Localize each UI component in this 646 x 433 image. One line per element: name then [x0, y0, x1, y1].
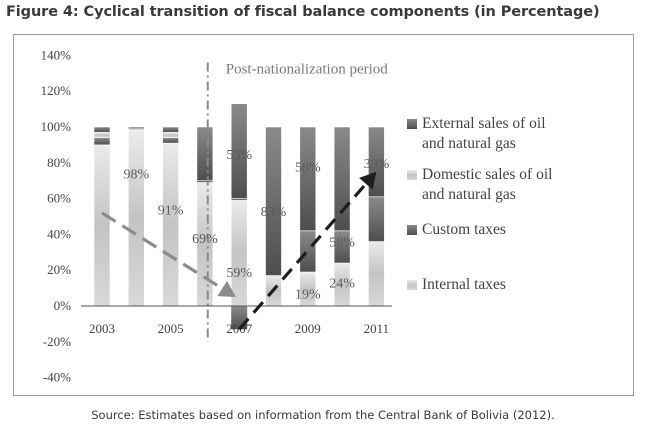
legend-label: Domestic sales of oil and natural gas: [422, 166, 552, 203]
bar-segment: [368, 196, 385, 242]
data-label: 24%: [329, 277, 355, 292]
bar-segment: [93, 126, 111, 133]
legend-swatch: [407, 225, 417, 235]
post-nationalization-label: Post-nationalization period: [226, 61, 389, 77]
chart-svg: -40% -20% 0% 20% 40% 60% 80% 100% 120% 140% 2003 2…: [41, 47, 553, 384]
bar-segment: [299, 230, 317, 273]
data-label: 58%: [295, 160, 321, 175]
bar-segment: [368, 241, 385, 307]
figure-title: Figure 4: Cyclical transition of fiscal …: [6, 4, 600, 20]
y-axis: -40% -20% 0% 20% 40% 60% 80% 100% 120% 140%: [41, 47, 72, 384]
legend-swatch: [407, 280, 417, 290]
data-label: 19%: [295, 287, 321, 302]
y-tick-label: 140%: [41, 47, 72, 62]
trend-arrows: [101, 171, 377, 331]
data-label: 59%: [226, 266, 252, 281]
x-tick-label: 2009: [295, 321, 321, 336]
bar-segment: [265, 126, 282, 276]
data-label: 83%: [261, 205, 287, 220]
data-label: 39%: [364, 157, 390, 172]
y-tick-label: 80%: [47, 155, 71, 170]
bar-segment: [128, 130, 145, 307]
bar-segment: [333, 126, 351, 232]
data-labels: 98% 91% 69% 53% 59% 83% 58% 19% 58% 24% 39%: [123, 148, 389, 303]
trend-arrow-head: [359, 171, 377, 190]
bar-segment: [162, 126, 179, 133]
bar-segment: [230, 103, 248, 199]
bar-segment: [93, 137, 111, 146]
bar-segment: [93, 144, 111, 307]
y-tick-label: -40%: [43, 370, 71, 385]
bar-segment: [162, 132, 179, 139]
bar-segment: [196, 126, 214, 182]
legend: External sales of oil and natural gas Dome…: [407, 115, 552, 293]
data-label: 98%: [123, 168, 149, 183]
x-tick-label: 2003: [89, 321, 115, 336]
y-tick-label: 0%: [54, 298, 72, 313]
x-tick-label: 2005: [158, 321, 184, 336]
y-tick-label: 100%: [41, 119, 72, 134]
y-tick-label: 120%: [41, 83, 72, 98]
bar-segment: [299, 126, 317, 232]
y-tick-label: 60%: [47, 191, 71, 206]
y-tick-label: -20%: [43, 334, 71, 349]
bar-segment: [230, 200, 248, 307]
bar-segment: [162, 142, 179, 307]
data-label: 58%: [329, 236, 355, 251]
y-tick-label: 40%: [47, 226, 71, 241]
x-tick-label: 2011: [364, 321, 390, 336]
figure-source: Source: Estimates based on information f…: [91, 408, 555, 422]
legend-swatch: [407, 170, 417, 180]
data-label: 91%: [158, 203, 184, 218]
legend-label: External sales of oil and natural gas: [422, 115, 546, 152]
legend-label: Internal taxes: [422, 276, 506, 293]
chart-frame: -40% -20% 0% 20% 40% 60% 80% 100% 120% 140% 2003 2…: [13, 34, 634, 396]
data-label: 69%: [192, 232, 218, 247]
bar-segment: [128, 126, 145, 130]
trend-arrow-head: [217, 280, 236, 298]
bars: [93, 103, 385, 330]
legend-label: Custom taxes: [422, 221, 506, 238]
trend-arrow-line: [237, 182, 368, 331]
bar-segment: [93, 132, 111, 139]
legend-swatch: [407, 119, 417, 129]
y-tick-label: 20%: [47, 262, 71, 277]
bar-segment: [162, 137, 179, 144]
data-label: 53%: [226, 148, 252, 163]
